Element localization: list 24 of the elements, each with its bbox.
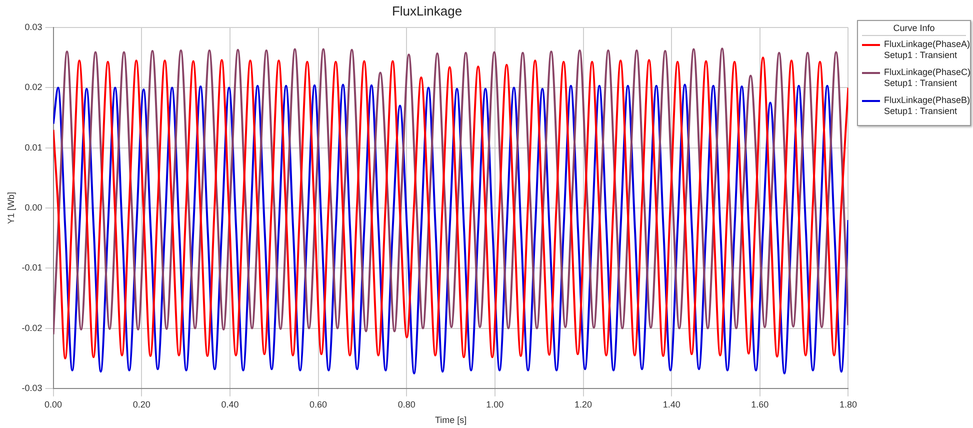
x-axis-title: Time [s]: [434, 415, 467, 426]
legend-title: Curve Info: [862, 23, 966, 36]
y-tick-label: 0.03: [24, 22, 42, 32]
x-tick-label: 1.40: [662, 399, 680, 410]
y-tick-label: -0.01: [22, 262, 42, 273]
x-tick-label: 1.00: [486, 399, 504, 410]
legend-label: FluxLinkage(PhaseA) Setup1 : Transient: [884, 39, 970, 61]
x-tick-label: 1.60: [751, 399, 769, 410]
y-tick-label: 0.01: [24, 142, 42, 152]
legend-label: FluxLinkage(PhaseB) Setup1 : Transient: [884, 95, 970, 117]
y-tick-label: 0.02: [24, 82, 42, 92]
x-tick-label: 0.00: [44, 399, 62, 410]
y-tick-label: -0.03: [22, 382, 42, 393]
x-tick-label: 1.20: [574, 399, 592, 410]
x-tick-label: 0.60: [310, 399, 328, 410]
y-tick-label: -0.02: [22, 322, 42, 333]
x-tick-label: 0.80: [398, 399, 416, 410]
y-axis-title: Y1 [Wb]: [6, 192, 16, 224]
x-tick-label: 0.40: [221, 399, 239, 410]
y-tick-label: 0.00: [24, 202, 42, 212]
x-tick-label: 1.80: [839, 399, 858, 410]
legend-label: FluxLinkage(PhaseC) Setup1 : Transient: [884, 67, 971, 89]
chart-title: FluxLinkage: [392, 3, 462, 18]
x-tick-label: 0.20: [132, 399, 150, 410]
